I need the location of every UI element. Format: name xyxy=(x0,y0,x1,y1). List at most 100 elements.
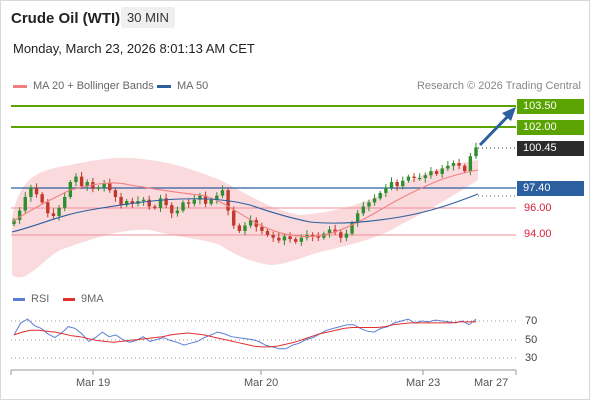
candle-body xyxy=(232,210,236,226)
ma20-label: MA 20 + Bollinger Bands xyxy=(33,80,154,92)
candle-body xyxy=(130,201,135,204)
ma50-label: MA 50 xyxy=(177,80,209,92)
candle-body xyxy=(181,202,185,211)
candle-body xyxy=(203,195,208,204)
candle-body xyxy=(316,236,320,238)
candle-body xyxy=(12,220,16,225)
x-label-mar20: Mar 20 xyxy=(244,377,279,389)
candle-body xyxy=(237,225,242,231)
candle-body xyxy=(417,177,422,180)
candle-body xyxy=(23,196,27,211)
candle-body xyxy=(271,235,275,238)
candle-body xyxy=(46,202,50,214)
candle-body xyxy=(299,237,304,242)
candle-body xyxy=(294,239,298,242)
candle-body xyxy=(34,187,39,195)
rsi-ma-line xyxy=(13,321,476,348)
candle-body xyxy=(17,210,22,221)
candle-body xyxy=(339,232,343,238)
rsi-axis-70: 70 xyxy=(525,315,538,327)
credit-text: Research © 2026 Trading Central xyxy=(416,80,581,92)
legend-ma20[interactable]: MA 20 + Bollinger Bands xyxy=(13,80,154,92)
candle-body xyxy=(367,202,371,207)
x-label-mar19: Mar 19 xyxy=(76,377,111,389)
candle-body xyxy=(248,220,253,226)
legend-rsi[interactable]: RSI xyxy=(13,293,49,305)
candle-body xyxy=(310,235,315,237)
candle-body xyxy=(344,233,349,238)
rsi-swatch xyxy=(13,297,25,301)
instrument-title: Crude Oil (WTI) xyxy=(11,10,121,27)
candle-body xyxy=(384,187,388,193)
candle-body xyxy=(277,237,281,241)
candle-body xyxy=(113,190,118,197)
candle-body xyxy=(51,213,56,216)
candle-body xyxy=(220,190,225,196)
x-label-mar27: Mar 27 xyxy=(474,377,509,389)
candle-body xyxy=(395,182,399,187)
candle-body xyxy=(440,168,444,174)
candle-body xyxy=(192,199,196,204)
candle-body xyxy=(429,171,433,176)
candle-body xyxy=(401,180,405,187)
candle-body xyxy=(333,229,337,233)
candle-body xyxy=(119,196,123,206)
projection-arrow-shaft xyxy=(478,112,512,147)
candle-body xyxy=(198,195,202,200)
candle-body xyxy=(209,199,213,204)
candle-body xyxy=(40,194,44,203)
candle-body xyxy=(327,229,332,234)
candle-body xyxy=(147,199,151,207)
candle-body xyxy=(434,171,439,174)
rsi-label: RSI xyxy=(31,293,50,305)
candle-body xyxy=(468,156,473,172)
target1-label: 102.00 xyxy=(517,120,584,135)
timeframe-button[interactable]: 30 MIN xyxy=(121,7,175,28)
candle-body xyxy=(164,198,168,206)
candle-body xyxy=(215,195,219,200)
candle-body xyxy=(243,225,247,231)
candle-body xyxy=(102,183,106,188)
legend-ma50[interactable]: MA 50 xyxy=(157,80,208,92)
candle-body xyxy=(406,176,411,181)
rsi-axis-30: 30 xyxy=(525,352,538,364)
ma50-swatch xyxy=(157,84,171,88)
legend-rsi-ma[interactable]: 9MA xyxy=(63,293,104,305)
candle-body xyxy=(350,222,354,234)
candle-body xyxy=(124,201,129,206)
candle-body xyxy=(288,236,292,240)
candle-body xyxy=(79,176,84,187)
support1-label: 96.00 xyxy=(524,202,552,214)
candle-body xyxy=(260,226,264,231)
rsi-ma-label: 9MA xyxy=(81,293,104,305)
candlesticks xyxy=(12,142,478,246)
candle-body xyxy=(63,196,67,208)
timestamp: Monday, March 23, 2026 8:01:13 AM CET xyxy=(13,41,255,56)
candle-body xyxy=(378,192,382,199)
candle-body xyxy=(412,176,416,178)
ma50-line xyxy=(11,193,479,233)
candle-body xyxy=(186,202,191,204)
candle-body xyxy=(170,205,174,214)
candle-body xyxy=(355,213,360,223)
pivot-label: 97.40 xyxy=(517,181,584,196)
candle-body xyxy=(96,187,101,189)
target2-label: 103.50 xyxy=(517,99,584,114)
ma20-swatch xyxy=(13,84,27,88)
candle-body xyxy=(446,165,450,169)
candle-body xyxy=(74,176,78,183)
candle-body xyxy=(372,198,377,203)
candle-body xyxy=(457,163,461,166)
candle-body xyxy=(265,230,270,235)
candle-body xyxy=(57,207,61,216)
candle-body xyxy=(108,183,112,191)
candle-body xyxy=(29,187,33,197)
candle-body xyxy=(474,147,478,157)
ma20-line xyxy=(11,169,479,238)
candle-body xyxy=(158,198,163,208)
candle-body xyxy=(361,206,366,214)
candle-body xyxy=(85,182,89,187)
rsi-ma-swatch xyxy=(63,297,75,301)
rsi-line xyxy=(13,318,477,350)
